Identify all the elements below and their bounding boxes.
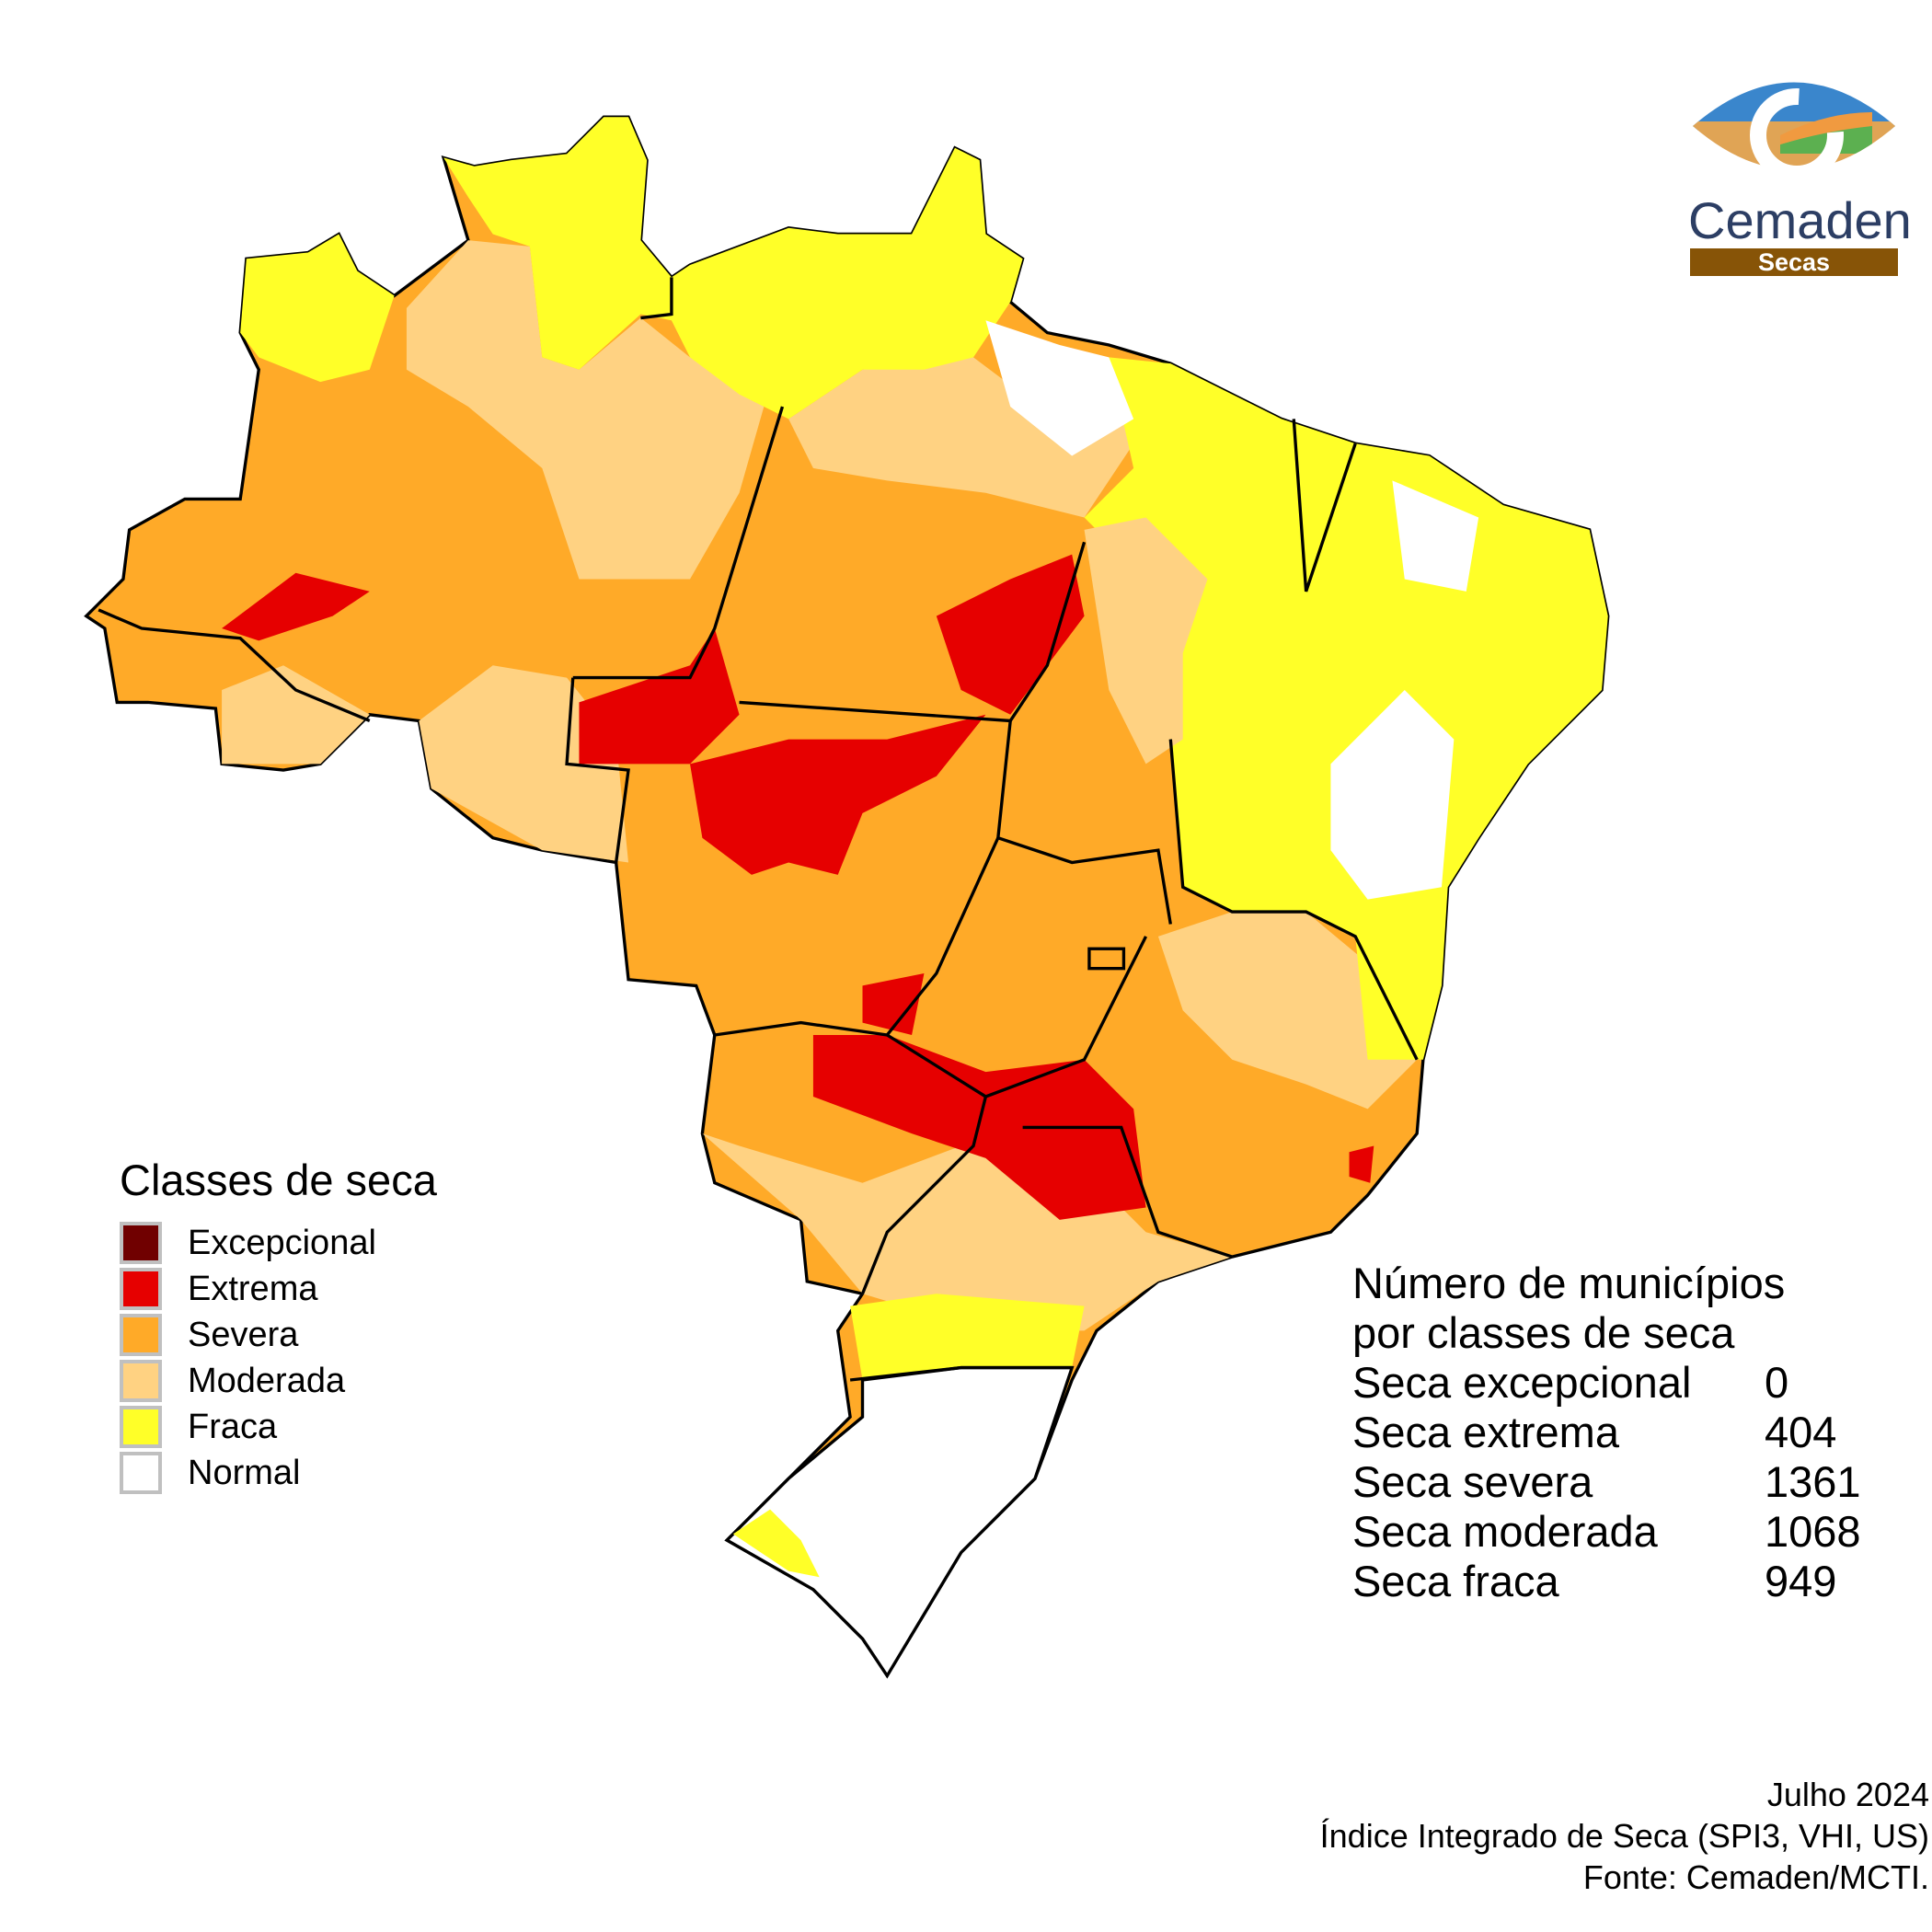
legend-item-normal: Normal bbox=[120, 1450, 437, 1496]
legend-item-fraca: Fraca bbox=[120, 1404, 437, 1450]
stats-row: Seca excepcional 0 bbox=[1352, 1358, 1861, 1408]
stats-value: 1068 bbox=[1765, 1507, 1861, 1556]
region-normal-north bbox=[985, 320, 1134, 456]
stats-row: Seca severa 1361 bbox=[1352, 1457, 1861, 1507]
cemaden-logo: Cemaden Secas bbox=[1688, 66, 1912, 276]
municipality-stats: Número de municípios por classes de seca… bbox=[1352, 1259, 1861, 1606]
stats-name: Seca moderada bbox=[1352, 1507, 1658, 1556]
footer-index: Índice Integrado de Seca (SPI3, VHI, US) bbox=[1319, 1817, 1929, 1855]
stats-row: Seca extrema 404 bbox=[1352, 1408, 1861, 1457]
stats-value: 1361 bbox=[1765, 1457, 1861, 1506]
stats-name: Seca extrema bbox=[1352, 1408, 1619, 1456]
footer-source: Fonte: Cemaden/MCTI. bbox=[1582, 1858, 1929, 1896]
legend-swatch bbox=[120, 1222, 162, 1264]
legend-swatch bbox=[120, 1452, 162, 1494]
region-extrema-amazonas bbox=[222, 572, 370, 641]
footer: Julho 2024 Índice Integrado de Seca (SPI… bbox=[1320, 1774, 1929, 1898]
legend-label: Normal bbox=[188, 1453, 301, 1492]
legend-item-severa: Severa bbox=[120, 1312, 437, 1358]
region-extrema-para bbox=[936, 554, 1085, 715]
region-fraca-rs-west bbox=[732, 1509, 820, 1578]
legend-item-extrema: Extrema bbox=[120, 1266, 437, 1312]
legend-item-excepcional: Excepcional bbox=[120, 1220, 437, 1266]
legend-label: Severa bbox=[188, 1315, 299, 1354]
legend-label: Fraca bbox=[188, 1407, 278, 1446]
eye-logo-icon bbox=[1693, 82, 1895, 182]
region-fraca-northeast bbox=[1084, 357, 1608, 1060]
region-moderada-rondonia bbox=[419, 665, 629, 863]
region-fraca-south-band bbox=[850, 1294, 1085, 1380]
legend-label: Extrema bbox=[188, 1269, 318, 1308]
legend: Classes de seca Excepcional Extrema Seve… bbox=[120, 1155, 437, 1496]
footer-date: Julho 2024 bbox=[1766, 1776, 1929, 1813]
logo-subtitle: Secas bbox=[1690, 248, 1898, 276]
legend-item-moderada: Moderada bbox=[120, 1358, 437, 1404]
stats-value: 0 bbox=[1765, 1358, 1789, 1407]
region-normal-ne1 bbox=[1330, 690, 1455, 900]
region-extrema-mt-central bbox=[690, 714, 986, 875]
region-extrema-rj bbox=[1349, 1145, 1374, 1183]
logo-wordmark: Cemaden bbox=[1688, 191, 1912, 249]
stats-name: Seca excepcional bbox=[1352, 1358, 1692, 1407]
legend-swatch bbox=[120, 1268, 162, 1310]
legend-label: Excepcional bbox=[188, 1223, 376, 1262]
legend-title: Classes de seca bbox=[120, 1156, 437, 1204]
region-extrema-go bbox=[862, 973, 925, 1035]
legend-swatch bbox=[120, 1314, 162, 1356]
stats-value: 949 bbox=[1765, 1557, 1837, 1605]
legend-label: Moderada bbox=[188, 1361, 346, 1400]
stats-title-line1: Número de municípios bbox=[1352, 1259, 1786, 1307]
region-moderada-acre bbox=[222, 665, 370, 765]
region-moderada-south bbox=[702, 1133, 1233, 1331]
stats-row: Seca fraca 949 bbox=[1352, 1557, 1861, 1606]
stats-name: Seca fraca bbox=[1352, 1557, 1559, 1605]
stats-value: 404 bbox=[1765, 1408, 1837, 1456]
state-borders bbox=[98, 277, 1419, 1382]
region-fraca-north bbox=[443, 117, 1023, 420]
region-fraca-northwest bbox=[240, 234, 395, 383]
legend-swatch bbox=[120, 1406, 162, 1448]
region-moderada-southeast bbox=[1157, 912, 1418, 1110]
stats-title-line2: por classes de seca bbox=[1352, 1308, 1735, 1357]
region-moderada-ne-interior bbox=[1084, 517, 1208, 765]
stats-name: Seca severa bbox=[1352, 1457, 1593, 1506]
legend-swatch bbox=[120, 1360, 162, 1402]
region-moderada-amazonas bbox=[406, 240, 765, 580]
stats-row: Seca moderada 1068 bbox=[1352, 1507, 1861, 1557]
